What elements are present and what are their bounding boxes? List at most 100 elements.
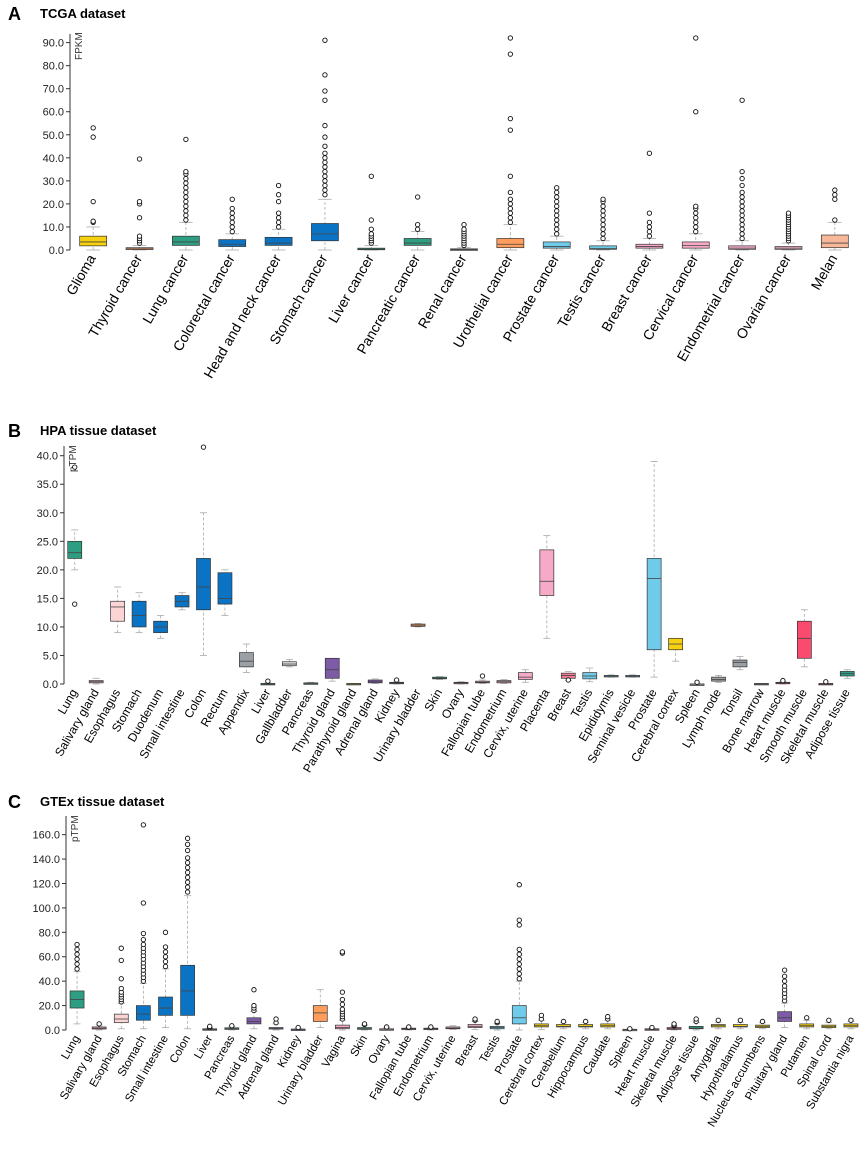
outlier-point (322, 122, 328, 129)
outlier-point (554, 226, 560, 232)
outlier-point (554, 222, 560, 228)
outlier-point (649, 1024, 655, 1031)
panel-label-c: C (8, 792, 21, 812)
outlier-point (229, 219, 235, 225)
category-label: Lung (59, 1034, 82, 1062)
y-tick-label: 0.0 (43, 679, 58, 691)
outlier-point (162, 929, 169, 935)
y-tick-label: 0.0 (45, 1025, 60, 1037)
box (733, 1024, 748, 1028)
y-tick-label: 80.0 (39, 927, 60, 939)
outlier-point (275, 198, 282, 205)
panel-label-a: A (8, 4, 21, 24)
outlier-point (275, 224, 282, 230)
outlier-point (693, 224, 699, 230)
panel-b-plot: 0.05.010.015.020.025.030.035.040.0 pTPMLu… (37, 444, 855, 775)
y-tick-label: 30.0 (43, 176, 64, 188)
outlier-point (538, 1012, 545, 1018)
outlier-point (184, 860, 191, 866)
outlier-point (739, 222, 745, 228)
box (511, 1005, 527, 1025)
panel-title-a: TCGA dataset (40, 6, 126, 21)
outlier-point (229, 215, 235, 221)
outlier-point (183, 208, 189, 214)
outlier-point (739, 208, 745, 214)
category-label: Liver (192, 1033, 215, 1061)
outlier-point (322, 150, 328, 156)
outlier-point (554, 185, 560, 191)
box (324, 657, 340, 679)
box (79, 235, 108, 247)
outlier-point (229, 1023, 235, 1029)
outlier-point (361, 1021, 368, 1027)
outlier-point (140, 930, 147, 937)
outlier-point (74, 966, 80, 972)
y-tick-label: 50.0 (43, 130, 64, 142)
outlier-point (183, 212, 189, 219)
y-tick-label: 120.0 (32, 878, 60, 890)
outlier-point (507, 189, 514, 196)
outlier-point (229, 224, 235, 230)
y-tick-label: 10.0 (37, 622, 58, 634)
outlier-point (339, 1001, 346, 1008)
box (496, 238, 525, 249)
outlier-point (183, 217, 189, 223)
outlier-point (72, 464, 78, 470)
outlier-point (183, 169, 189, 175)
y-tick-label: 160.0 (32, 830, 60, 842)
category-label: Breast (454, 1033, 481, 1068)
outlier-point (339, 949, 346, 955)
outlier-point (832, 192, 838, 198)
outlier-point (251, 987, 257, 993)
box (113, 1013, 129, 1024)
y-tick-label: 20.0 (43, 199, 64, 211)
outlier-point (554, 194, 560, 200)
outlier-point (516, 966, 522, 972)
outlier-point (472, 1016, 478, 1022)
outlier-point (804, 1015, 810, 1021)
outlier-point (600, 222, 606, 228)
outlier-point (368, 217, 374, 223)
outlier-point (507, 201, 514, 207)
outlier-point (140, 822, 147, 828)
box (797, 620, 812, 659)
category-label: Renal cancer (414, 251, 469, 331)
outlier-point (560, 1018, 567, 1025)
outlier-point (322, 192, 328, 198)
panel-b: B HPA tissue dataset 0.0 5.0 10.0 15.0 20.0 2… (8, 421, 855, 775)
outlier-point (184, 847, 191, 854)
outlier-point (275, 182, 282, 189)
outlier-point (826, 1017, 832, 1023)
outlier-point (184, 889, 191, 895)
y-tick-label: 0.0 (49, 245, 64, 257)
outlier-point (832, 196, 838, 202)
outlier-point (184, 864, 191, 871)
box (578, 1024, 593, 1028)
box (264, 236, 293, 246)
outlier-point (118, 985, 124, 992)
outlier-point (184, 874, 191, 881)
box (728, 245, 756, 250)
outlier-point (693, 210, 699, 216)
category-label: Skin (349, 1034, 371, 1059)
outlier-point (507, 219, 514, 225)
outlier-point (507, 116, 514, 122)
outlier-point (600, 212, 606, 219)
category-label: Lung cancer (139, 251, 192, 326)
outlier-point (739, 169, 745, 175)
box (131, 600, 147, 628)
box (239, 652, 254, 668)
box (172, 235, 200, 246)
outlier-point (739, 235, 745, 242)
outlier-point (693, 35, 699, 41)
category-label: Colon (168, 1034, 193, 1066)
outlier-point (823, 679, 829, 685)
panel-label-b: B (8, 421, 21, 441)
y-tick-label: 70.0 (43, 84, 64, 96)
outlier-point (781, 973, 788, 979)
y-tick-label: 60.0 (39, 952, 60, 964)
outlier-point (739, 217, 745, 223)
outlier-point (184, 835, 191, 841)
box (196, 558, 211, 611)
